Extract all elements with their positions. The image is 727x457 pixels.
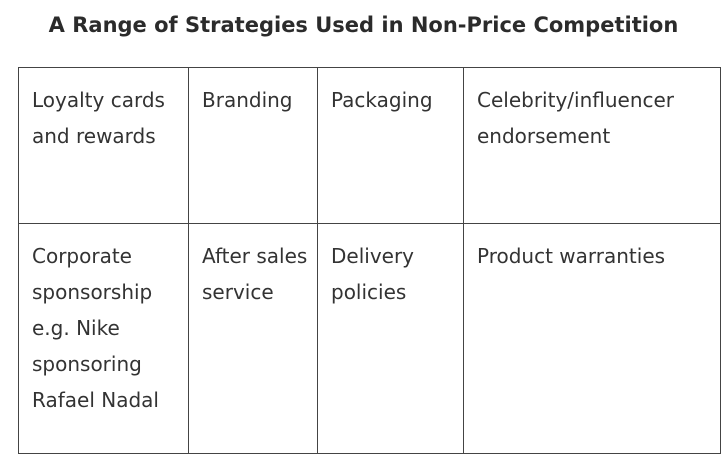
table-cell: After sales service [188, 223, 318, 454]
table-row: Loyalty cards and rewards Branding Packagi… [18, 67, 721, 224]
title: A Range of Strategies Used in Non-Price … [48, 13, 679, 37]
table-cell: Loyalty cards and rewards [18, 67, 189, 224]
table-row: Corporate sponsorship e.g. Nike sponsori… [18, 223, 721, 454]
table-cell: Product warranties [463, 223, 721, 454]
table-cell: Corporate sponsorship e.g. Nike sponsori… [18, 223, 189, 454]
table-cell: Celebrity/influencer endorsement [463, 67, 721, 224]
table-cell: Delivery policies [317, 223, 464, 454]
table-body: Loyalty cards and rewards Branding Packagi… [18, 67, 721, 454]
table-cell: Branding [188, 67, 318, 224]
table-cell: Packaging [317, 67, 464, 224]
strategy-table: Loyalty cards and rewards Branding Packagi… [18, 67, 721, 454]
